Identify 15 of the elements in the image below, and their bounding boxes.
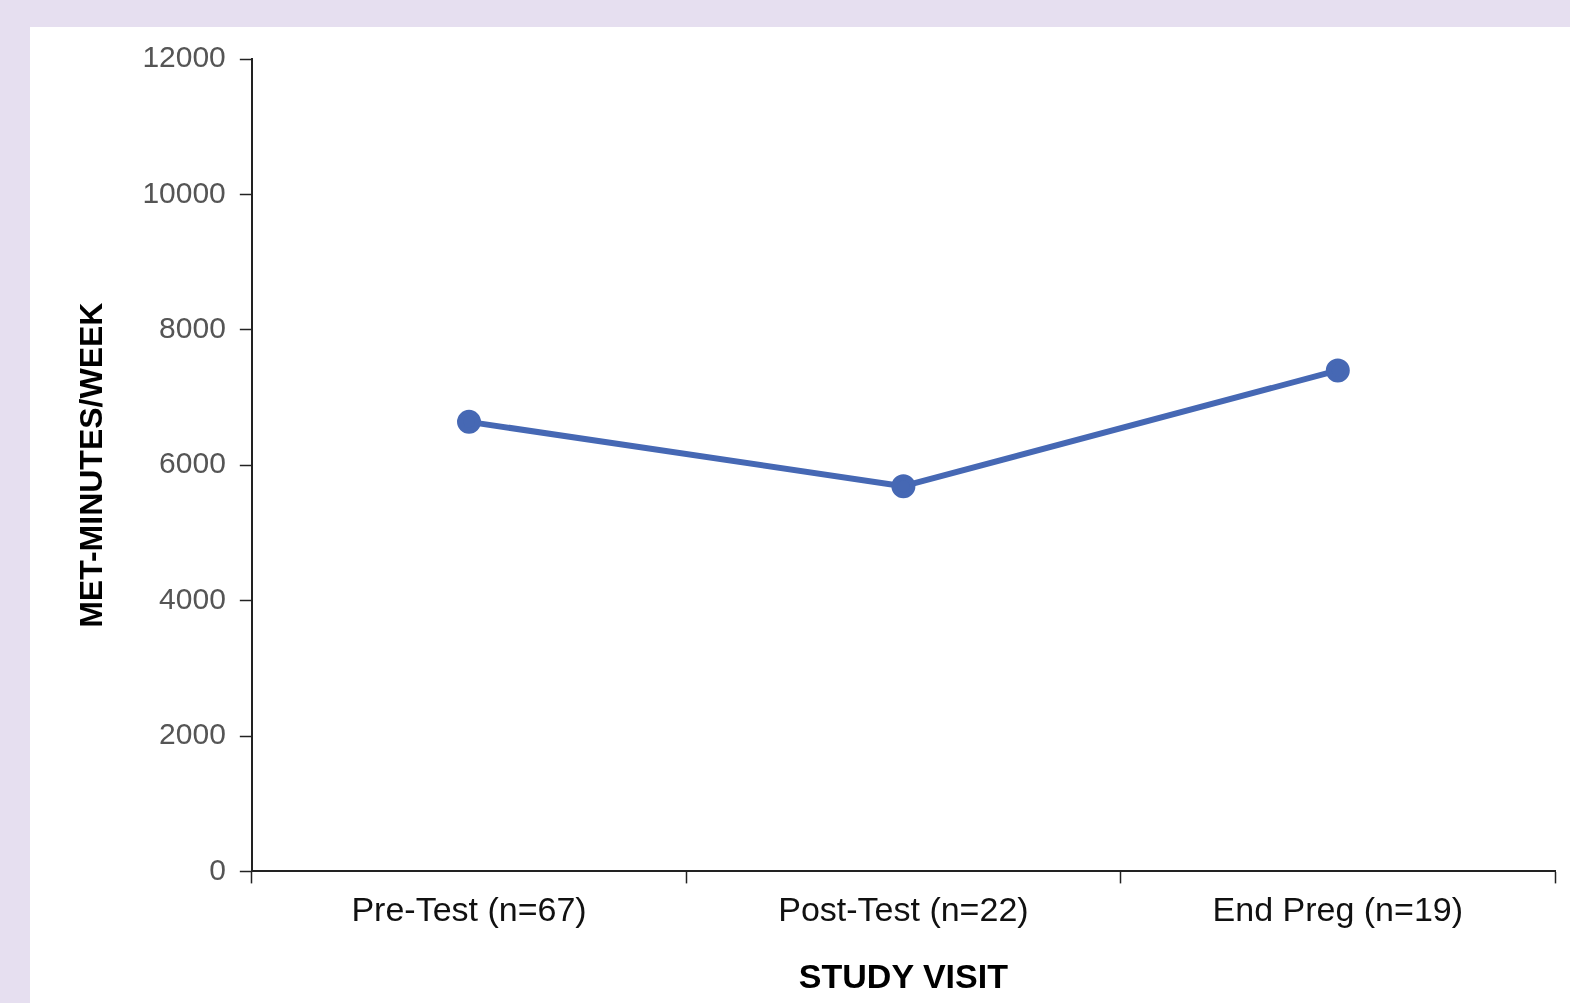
y-tick-label: 0 (209, 852, 226, 886)
x-tick-label: End Preg (n=19) (1212, 890, 1464, 929)
y-tick-label: 2000 (159, 717, 226, 751)
x-axis-title: STUDY VISIT (798, 956, 1009, 995)
y-tick-label: 8000 (159, 311, 226, 345)
x-tick-label: Pre-Test (n=67) (351, 890, 587, 929)
y-tick-label: 6000 (159, 446, 226, 480)
y-axis-title: MET-MINUTES/WEEK (73, 302, 110, 628)
x-tick-label: Post-Test (n=22) (778, 890, 1029, 929)
y-tick-label: 10000 (142, 175, 226, 209)
point (891, 474, 916, 499)
point (1325, 358, 1350, 383)
y-tick-label: 4000 (159, 581, 226, 615)
y-tick-label: 12000 (142, 40, 226, 74)
point (457, 409, 482, 434)
